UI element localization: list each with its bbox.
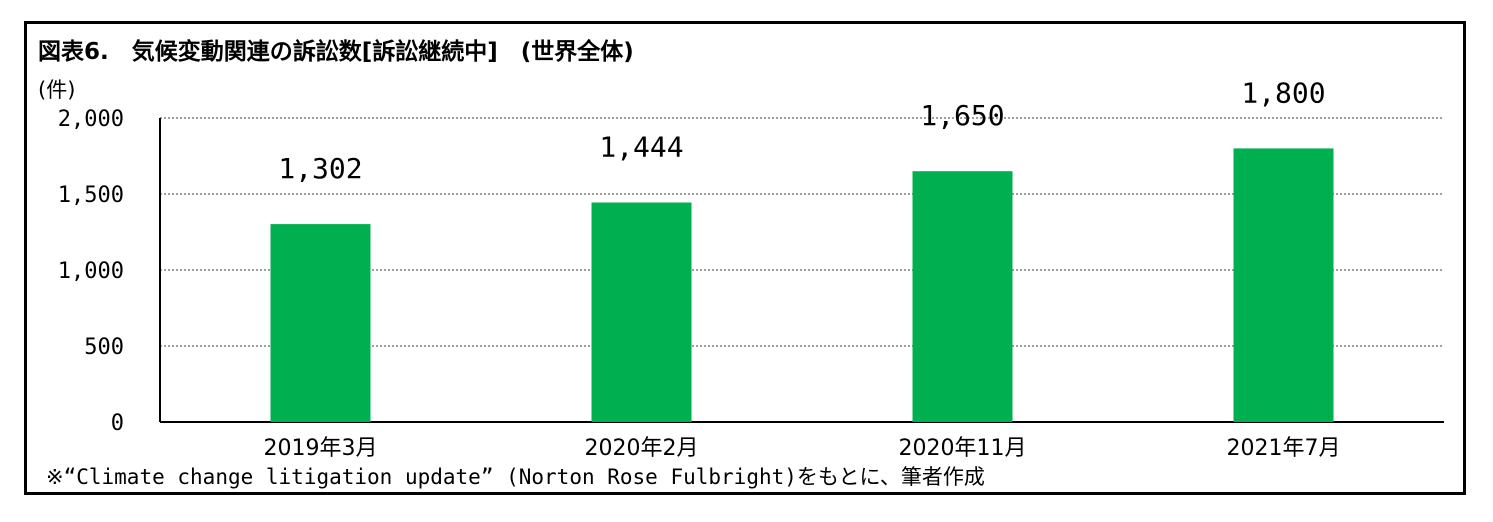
bar bbox=[1233, 148, 1334, 422]
data-label: 1,650 bbox=[920, 99, 1004, 132]
bar bbox=[912, 171, 1013, 422]
bar bbox=[591, 202, 692, 422]
chart-frame bbox=[24, 21, 1466, 495]
x-tick-label: 2020年11月 bbox=[899, 436, 1027, 461]
y-axis-unit-label: (件) bbox=[38, 78, 76, 102]
y-tick-label: 1,000 bbox=[58, 259, 124, 284]
y-tick-label: 0 bbox=[111, 411, 124, 436]
data-label: 1,800 bbox=[1241, 76, 1325, 109]
source-note: ※“Climate change litigation update” (Nor… bbox=[46, 465, 985, 489]
x-tick-label: 2019年3月 bbox=[264, 436, 378, 461]
bar bbox=[270, 224, 371, 422]
y-tick-label: 2,000 bbox=[58, 107, 124, 132]
x-tick-label: 2021年7月 bbox=[1227, 436, 1341, 461]
data-label: 1,444 bbox=[599, 131, 683, 164]
y-tick-label: 1,500 bbox=[58, 183, 124, 208]
data-label: 1,302 bbox=[278, 152, 362, 185]
x-tick-label: 2020年2月 bbox=[585, 436, 699, 461]
y-tick-label: 500 bbox=[84, 335, 124, 360]
chart-title: 図表6. 気候変動関連の訴訟数[訴訟継続中] (世界全体) bbox=[38, 39, 634, 65]
